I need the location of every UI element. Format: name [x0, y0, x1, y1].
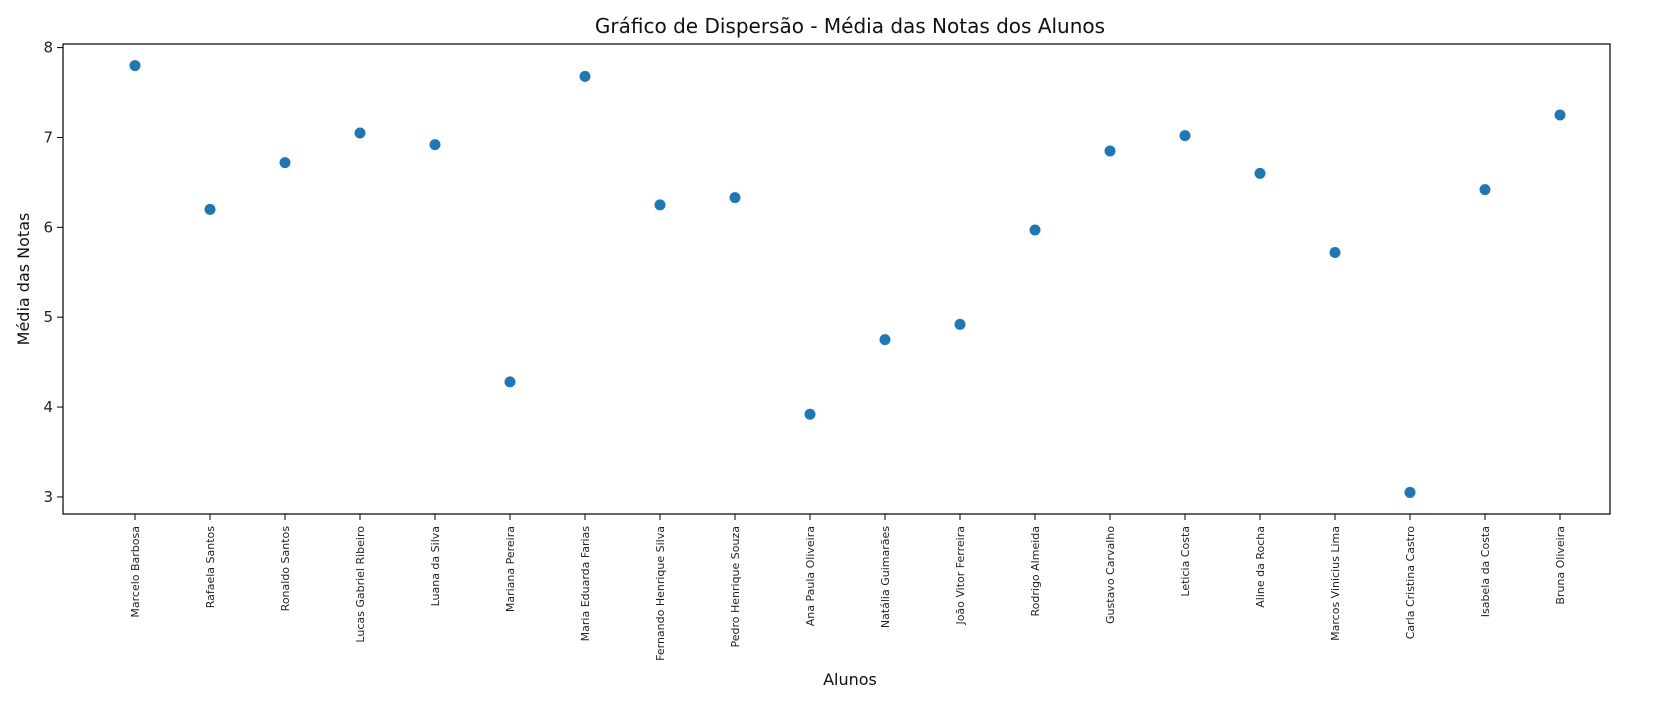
x-tick-label: Maria Eduarda Farias: [579, 526, 592, 642]
x-tick-label: Marcos Vinicius Lima: [1329, 526, 1342, 641]
x-tick-label: Rafaela Santos: [204, 526, 217, 609]
x-axis-label: Alunos: [823, 670, 877, 689]
data-point: [204, 203, 216, 215]
x-tick-label: Rodrigo Almeida: [1029, 526, 1042, 617]
x-tick-label: Ronaldo Santos: [279, 526, 292, 612]
y-tick-label: 7: [43, 128, 53, 146]
y-axis-label: Média das Notas: [14, 213, 33, 346]
x-tick-label: Bruna Oliveira: [1554, 526, 1567, 605]
x-tick-label: João Vitor Ferreira: [954, 526, 967, 626]
data-point: [129, 60, 141, 72]
x-tick-label: Marcelo Barbosa: [129, 526, 142, 618]
y-tick-label: 3: [43, 488, 53, 506]
data-point: [1404, 486, 1416, 498]
y-tick-label: 4: [43, 398, 53, 416]
x-tick-label: Fernando Henrique Silva: [654, 526, 667, 661]
x-tick-label: Luana da Silva: [429, 526, 442, 606]
x-tick-label: Aline da Rocha: [1254, 526, 1267, 608]
data-point: [654, 199, 666, 211]
x-tick-label: Mariana Pereira: [504, 526, 517, 612]
plot-area-frame: [62, 43, 1611, 515]
x-tick-label: Natália Guimarães: [879, 526, 892, 628]
data-point: [429, 139, 441, 151]
data-point: [1029, 224, 1041, 236]
x-tick-label: Ana Paula Oliveira: [804, 526, 817, 626]
x-axis: Marcelo Barbosa Rafaela Santos Ronaldo San…: [129, 514, 1567, 661]
data-point: [354, 127, 366, 139]
x-tick-label: Lucas Gabriel Ribeiro: [354, 526, 367, 643]
data-points: [129, 60, 1566, 498]
x-tick-label: Gustavo Carvalho: [1104, 526, 1117, 624]
data-point: [579, 70, 591, 82]
y-axis: 3 4 5 6 7 8: [43, 39, 63, 506]
data-point: [804, 408, 816, 420]
chart-title: Gráfico de Dispersão - Média das Notas d…: [595, 14, 1105, 38]
y-tick-label: 8: [43, 39, 53, 57]
data-point: [504, 376, 516, 388]
y-tick-label: 5: [43, 308, 53, 326]
data-point: [1554, 109, 1566, 121]
data-point: [879, 334, 891, 346]
data-point: [1329, 246, 1341, 258]
data-point: [1104, 145, 1116, 157]
x-tick-label: Isabela da Costa: [1479, 526, 1492, 617]
data-point: [279, 157, 291, 169]
data-point: [729, 192, 741, 204]
x-tick-label: Leticia Costa: [1179, 526, 1192, 597]
x-tick-label: Pedro Henrique Souza: [729, 526, 742, 648]
data-point: [954, 318, 966, 330]
data-point: [1179, 130, 1191, 142]
data-point: [1479, 184, 1491, 196]
x-tick-label: Carla Cristina Castro: [1404, 526, 1417, 640]
y-tick-label: 6: [43, 218, 53, 236]
data-point: [1254, 167, 1266, 179]
